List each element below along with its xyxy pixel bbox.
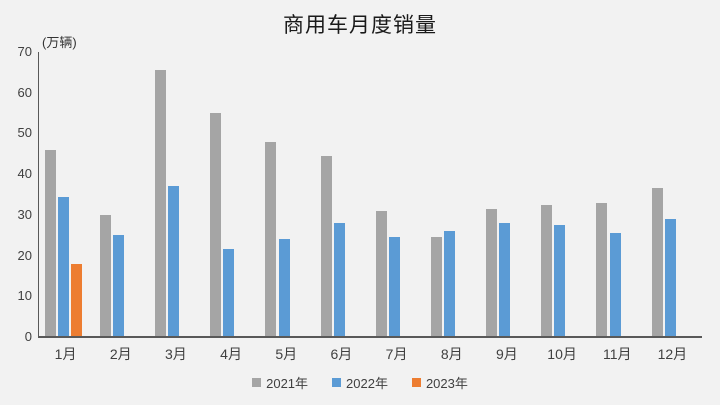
bar-2021-5月 <box>265 141 277 337</box>
bar-2022-4月 <box>223 249 235 337</box>
bar-2021-3月 <box>155 70 167 337</box>
y-tick-label-20: 20 <box>17 247 32 263</box>
legend-swatch-2022 <box>332 378 342 387</box>
y-axis-unit-label: (万辆) <box>42 35 77 50</box>
x-axis-label-11月: 11月 <box>602 346 632 362</box>
bar-2022-8月 <box>444 231 456 337</box>
x-axis-label-1月: 1月 <box>54 346 77 362</box>
legend-label-2023: 2023年 <box>425 376 468 391</box>
y-tick-label-60: 60 <box>17 84 32 100</box>
x-axis-label-5月: 5月 <box>275 346 298 362</box>
x-axis-line <box>38 336 702 338</box>
x-axis-label-4月: 4月 <box>220 346 242 362</box>
legend-item-2023: 2023年 <box>411 373 468 392</box>
x-axis-label-7月: 7月 <box>385 346 408 362</box>
bar-2021-1月 <box>44 149 56 337</box>
chart-title: 商用车月度销量 <box>283 13 437 37</box>
bar-2022-2月 <box>113 235 125 337</box>
legend: 2021年 2022年 2023年 <box>0 373 720 392</box>
y-axis-line <box>38 52 39 337</box>
bar-2021-4月 <box>210 113 222 337</box>
legend-label-2021: 2021年 <box>266 376 309 391</box>
x-axis-label-2月: 2月 <box>109 346 132 362</box>
bar-2021-6月 <box>320 155 332 337</box>
bar-2021-2月 <box>99 214 111 337</box>
legend-swatch-2023 <box>411 378 421 387</box>
legend-label-2022: 2022年 <box>346 376 388 391</box>
y-tick-label-0: 0 <box>24 329 32 344</box>
bar-2022-1月 <box>57 196 69 337</box>
y-tick-label-30: 30 <box>17 206 32 222</box>
bar-2022-9月 <box>499 223 511 337</box>
x-axis-label-10月: 10月 <box>547 346 577 362</box>
x-axis-label-12月: 12月 <box>657 346 688 362</box>
legend-item-2021: 2021年 <box>252 373 308 392</box>
y-tick-label-50: 50 <box>17 125 32 141</box>
bar-2023-1月 <box>71 263 83 337</box>
legend-item-2022: 2022年 <box>332 373 388 392</box>
x-axis-label-8月: 8月 <box>440 346 463 362</box>
y-tick-label-40: 40 <box>17 166 32 182</box>
bar-2022-3月 <box>168 186 180 337</box>
bar-2022-5月 <box>278 239 290 337</box>
x-axis-label-9月: 9月 <box>496 346 518 362</box>
plot-area <box>38 52 702 338</box>
bar-2022-12月 <box>664 218 676 337</box>
bar-2021-8月 <box>430 237 442 337</box>
bar-2021-7月 <box>375 210 387 337</box>
y-tick-label-10: 10 <box>17 288 32 304</box>
bar-2021-9月 <box>486 208 498 337</box>
bar-2022-6月 <box>333 223 345 337</box>
bar-2022-11月 <box>609 233 621 337</box>
y-tick-label-70: 70 <box>17 44 32 59</box>
bar-2021-10月 <box>541 204 553 337</box>
legend-swatch-2021 <box>252 378 262 387</box>
bar-2021-12月 <box>651 188 663 337</box>
bar-2022-10月 <box>554 225 566 337</box>
x-axis-label-3月: 3月 <box>165 346 187 362</box>
x-axis-label-6月: 6月 <box>330 346 353 362</box>
bar-2022-7月 <box>388 237 400 337</box>
bar-2021-11月 <box>596 202 608 337</box>
